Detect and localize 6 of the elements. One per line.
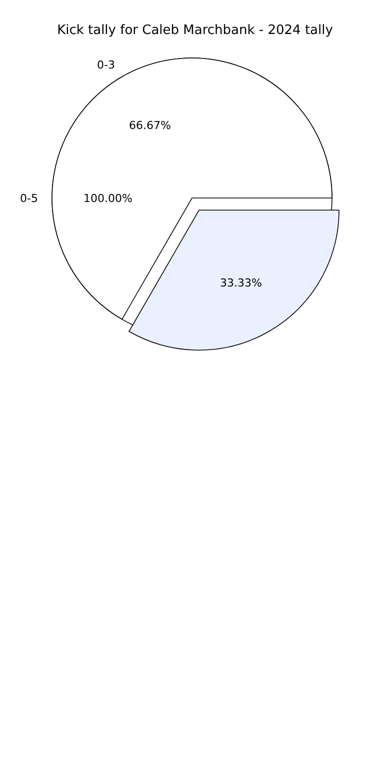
chart-title: Kick tally for Caleb Marchbank - 2024 tally	[57, 23, 334, 38]
data-label: 100.00%	[84, 192, 132, 205]
slice-label: 0-3	[97, 58, 115, 72]
data-label: 66.67%	[129, 119, 171, 132]
slice-label: 0-5	[20, 192, 38, 205]
data-label: 33.33%	[220, 276, 262, 290]
